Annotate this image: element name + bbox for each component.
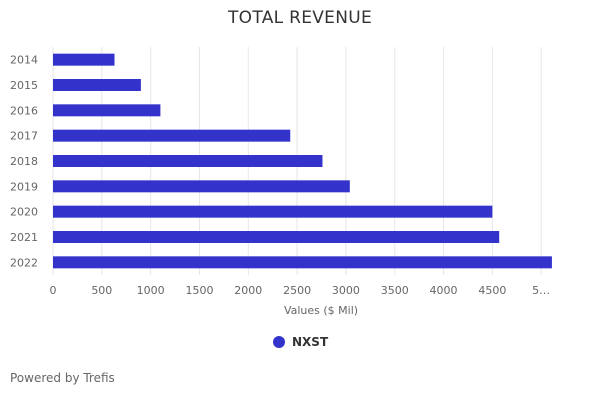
y-category-label: 2014: [10, 54, 38, 67]
bar-2014[interactable]: [53, 53, 115, 66]
x-tick-label: 5…: [532, 284, 550, 297]
x-tick-label: 1500: [185, 284, 213, 297]
x-tick-label: 4500: [478, 284, 506, 297]
x-axis-label: Values ($ Mil): [284, 304, 358, 317]
y-category-label: 2018: [10, 155, 38, 168]
bar-2022[interactable]: [53, 256, 552, 269]
legend-series-marker: [273, 336, 285, 348]
y-category-label: 2016: [10, 104, 38, 117]
x-tick-label: 4000: [430, 284, 458, 297]
bar-chart: 2014 2015 2016 2017 2018 2019 2020 2021 2022 0 50…: [10, 47, 552, 317]
x-axis-ticks: 0 500 1000 1500 2000 2500 3000 3500 4000 4500 5…: [50, 284, 551, 297]
y-category-label: 2021: [10, 231, 38, 244]
legend[interactable]: NXST: [273, 335, 328, 349]
x-tick-label: 3500: [381, 284, 409, 297]
bar-2015[interactable]: [53, 79, 141, 91]
legend-series-label[interactable]: NXST: [292, 335, 329, 349]
bars: [53, 53, 552, 269]
x-tick-label: 2000: [234, 284, 262, 297]
y-axis-labels: 2014 2015 2016 2017 2018 2019 2020 2021 2022: [10, 54, 38, 270]
bar-2019[interactable]: [53, 180, 350, 193]
bar-2018[interactable]: [53, 155, 323, 167]
x-tick-label: 500: [91, 284, 112, 297]
y-category-label: 2020: [10, 206, 38, 219]
credits[interactable]: Powered by Trefis: [10, 371, 115, 385]
y-category-label: 2017: [10, 130, 38, 143]
x-tick-label: 2500: [283, 284, 311, 297]
y-category-label: 2022: [10, 256, 38, 269]
x-tick-label: 0: [50, 284, 57, 297]
bar-2020[interactable]: [53, 205, 493, 218]
x-tick-label: 1000: [137, 284, 165, 297]
y-category-label: 2019: [10, 180, 38, 193]
bar-2016[interactable]: [53, 104, 161, 117]
chart-title: TOTAL REVENUE: [227, 8, 373, 28]
bar-2021[interactable]: [53, 231, 500, 243]
y-category-label: 2015: [10, 79, 38, 92]
x-tick-label: 3000: [332, 284, 360, 297]
bar-2017[interactable]: [53, 129, 291, 142]
